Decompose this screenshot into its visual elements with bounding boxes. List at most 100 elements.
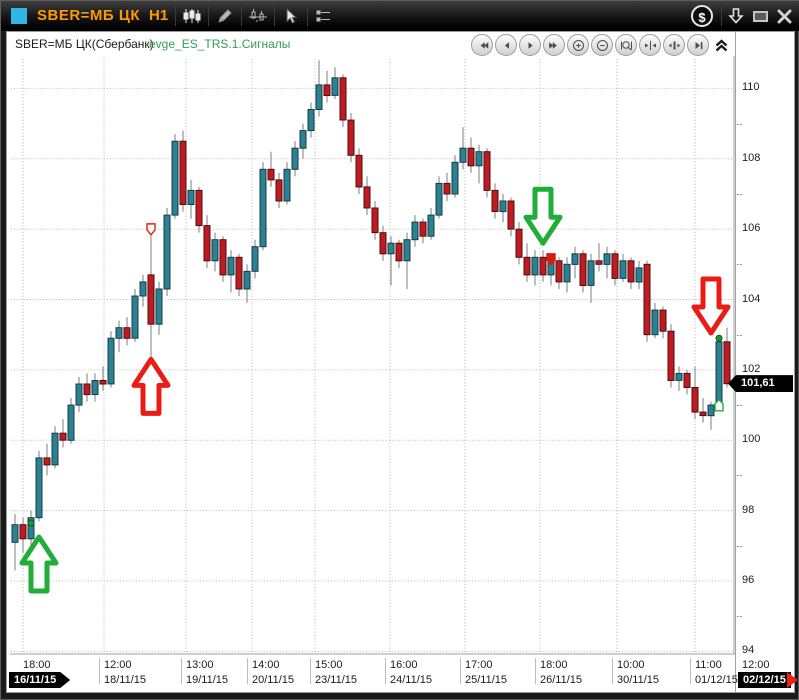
candle[interactable]: [259, 168, 267, 248]
candle[interactable]: [459, 147, 467, 163]
buy-arrow-green[interactable]: [19, 534, 59, 594]
candle[interactable]: [651, 309, 659, 336]
candle[interactable]: [107, 337, 115, 385]
candle[interactable]: [83, 383, 91, 396]
candle[interactable]: [683, 372, 691, 388]
candle[interactable]: [115, 327, 123, 339]
chart-type-candles-icon[interactable]: [178, 4, 206, 28]
candlestick-chart[interactable]: [10, 56, 735, 655]
candle[interactable]: [51, 432, 59, 466]
candle[interactable]: [355, 154, 363, 188]
candle[interactable]: [243, 270, 251, 290]
candle[interactable]: [491, 189, 499, 212]
candle[interactable]: [283, 168, 291, 202]
candle[interactable]: [99, 380, 107, 385]
candle[interactable]: [507, 200, 515, 230]
zoom-in-button[interactable]: [567, 34, 589, 56]
candle[interactable]: [427, 214, 435, 237]
candle[interactable]: [67, 404, 75, 441]
candle[interactable]: [43, 457, 51, 466]
candle[interactable]: [635, 267, 643, 283]
candle[interactable]: [203, 225, 211, 262]
candle[interactable]: [523, 256, 531, 276]
candle[interactable]: [307, 109, 315, 132]
candle[interactable]: [587, 260, 595, 286]
candle[interactable]: [211, 239, 219, 262]
candle[interactable]: [715, 341, 723, 406]
candle[interactable]: [707, 404, 715, 417]
candle[interactable]: [323, 84, 331, 97]
candle[interactable]: [723, 341, 731, 385]
candle[interactable]: [75, 383, 83, 406]
compress-scale-button[interactable]: [639, 34, 661, 56]
candle[interactable]: [675, 372, 683, 381]
candle[interactable]: [515, 228, 523, 258]
candle[interactable]: [667, 330, 675, 382]
long-entry-dot-1[interactable]: [27, 519, 35, 527]
candle[interactable]: [139, 281, 147, 297]
pending-buy-marker[interactable]: [714, 398, 724, 412]
candle[interactable]: [563, 263, 571, 283]
expand-scale-button[interactable]: [663, 34, 685, 56]
scroll-fast-left-button[interactable]: [471, 34, 493, 56]
candle[interactable]: [371, 207, 379, 234]
sell-arrow-green[interactable]: [523, 186, 563, 246]
close-icon[interactable]: [772, 4, 796, 28]
candle[interactable]: [35, 457, 43, 519]
candle[interactable]: [11, 524, 19, 543]
buy-arrow-red[interactable]: [131, 356, 171, 416]
candle[interactable]: [475, 151, 483, 167]
levels-icon[interactable]: [310, 4, 338, 28]
candle[interactable]: [403, 239, 411, 262]
candle[interactable]: [659, 309, 667, 332]
candle[interactable]: [643, 263, 651, 336]
candle[interactable]: [531, 256, 539, 276]
candle[interactable]: [299, 130, 307, 149]
candle[interactable]: [19, 524, 27, 540]
candle[interactable]: [59, 432, 67, 441]
candle[interactable]: [435, 182, 443, 216]
candle[interactable]: [627, 260, 635, 283]
candle[interactable]: [595, 260, 603, 265]
candle[interactable]: [251, 246, 259, 272]
candle[interactable]: [91, 380, 99, 396]
candle[interactable]: [411, 221, 419, 241]
candle[interactable]: [363, 186, 371, 209]
strategy-label[interactable]: evge_ES_TRS.1.Сигналы: [149, 37, 291, 51]
candle[interactable]: [499, 200, 507, 213]
go-to-end-button[interactable]: [687, 34, 709, 56]
candle[interactable]: [331, 77, 339, 96]
candle[interactable]: [227, 256, 235, 276]
candle[interactable]: [539, 256, 547, 276]
candle[interactable]: [195, 189, 203, 227]
candle[interactable]: [419, 221, 427, 237]
candle[interactable]: [611, 253, 619, 279]
dollar-icon[interactable]: $: [691, 5, 713, 27]
candle[interactable]: [387, 242, 395, 255]
candle[interactable]: [315, 84, 323, 111]
cursor-icon[interactable]: [277, 4, 305, 28]
candle[interactable]: [291, 147, 299, 170]
candle[interactable]: [235, 256, 243, 290]
candle[interactable]: [131, 295, 139, 339]
candle[interactable]: [603, 253, 611, 265]
candle[interactable]: [379, 232, 387, 255]
candle[interactable]: [571, 253, 579, 265]
candle[interactable]: [187, 189, 195, 205]
scroll-left-button[interactable]: [495, 34, 517, 56]
download-arrow-icon[interactable]: [724, 4, 748, 28]
candle[interactable]: [483, 151, 491, 191]
candle[interactable]: [219, 239, 227, 276]
trades-chart-icon[interactable]: [244, 4, 272, 28]
sell-arrow-red[interactable]: [691, 276, 731, 336]
draw-pencil-icon[interactable]: [211, 4, 239, 28]
candle[interactable]: [579, 253, 587, 287]
candle[interactable]: [155, 288, 163, 325]
scroll-right-button[interactable]: [519, 34, 541, 56]
candle[interactable]: [275, 179, 283, 202]
candle[interactable]: [451, 161, 459, 195]
zoom-out-button[interactable]: [591, 34, 613, 56]
candle[interactable]: [395, 242, 403, 262]
candle[interactable]: [467, 147, 475, 167]
candle[interactable]: [339, 77, 347, 121]
